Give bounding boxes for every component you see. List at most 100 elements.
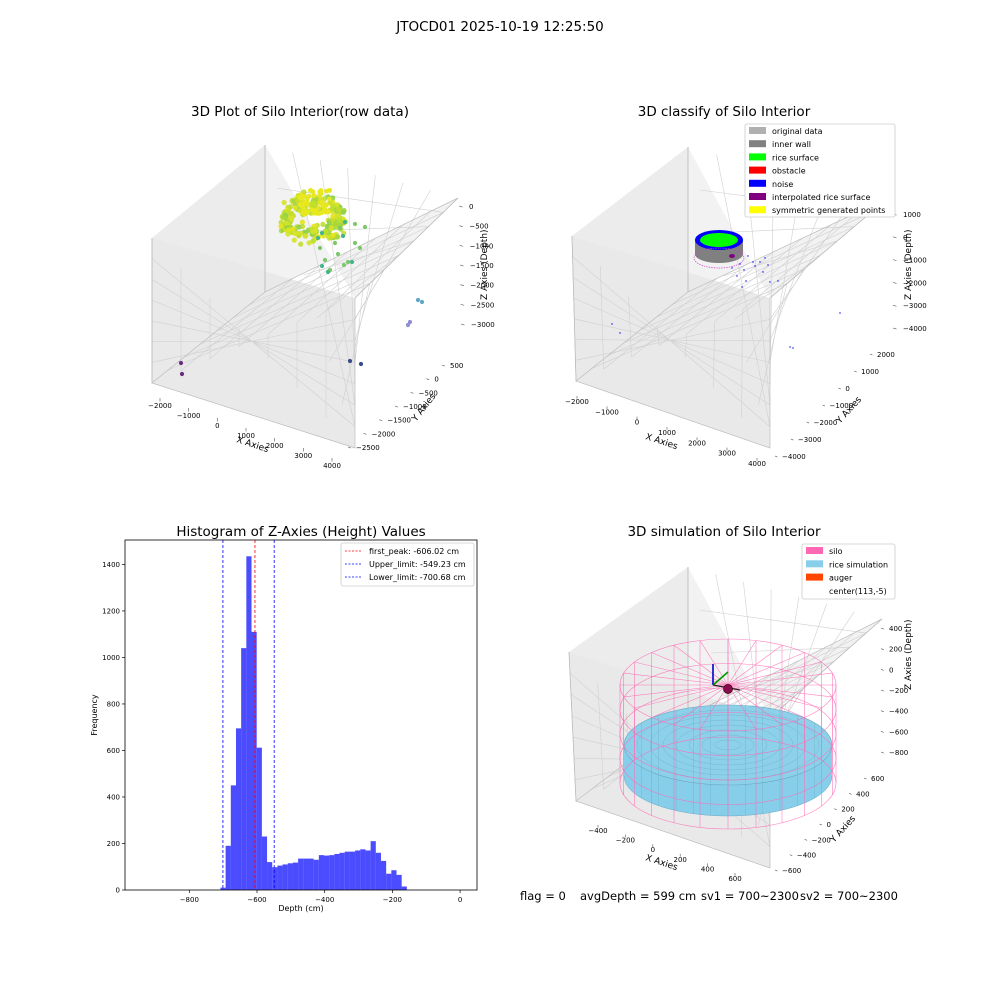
panel-classify-3d: 3D classify of Silo Interior −2000 −1000 0… bbox=[565, 104, 927, 468]
y-axis-label: Frequency bbox=[90, 694, 99, 736]
data-point bbox=[347, 358, 353, 364]
legend-label: obstacle bbox=[772, 167, 806, 176]
data-point bbox=[292, 205, 299, 211]
tick-label: 2000 bbox=[688, 439, 706, 447]
reference-lines bbox=[222, 540, 275, 890]
silo-wireframe bbox=[619, 663, 837, 756]
data-point bbox=[287, 204, 294, 210]
tick-label: 400 bbox=[856, 790, 869, 798]
tick-label: −200 bbox=[889, 687, 908, 695]
silo-simulation bbox=[619, 638, 837, 830]
tick-label: 0 bbox=[434, 376, 438, 384]
gridline bbox=[232, 226, 429, 319]
gridline bbox=[341, 283, 370, 405]
data-point bbox=[331, 232, 337, 238]
tick-label: 0 bbox=[889, 666, 893, 674]
panel-histogram: Histogram of Z-Axies (Height) Values −80… bbox=[90, 524, 478, 913]
data-point bbox=[325, 269, 331, 275]
tick-label: −3000 bbox=[903, 302, 927, 310]
tick-mark bbox=[822, 404, 826, 407]
gridline bbox=[347, 167, 356, 384]
silo-wireframe bbox=[634, 684, 729, 709]
tick-label: 400 bbox=[701, 865, 714, 873]
data-point bbox=[611, 323, 613, 325]
gridline bbox=[742, 211, 860, 311]
histogram-bar bbox=[344, 851, 350, 890]
data-point bbox=[342, 219, 348, 225]
sv2-text: sv2 = 700~2300 bbox=[800, 889, 898, 903]
silo-wireframe bbox=[623, 684, 729, 698]
legend-label: rice simulation bbox=[829, 560, 888, 569]
tick-label: −200 bbox=[616, 837, 635, 845]
x-tick-labels: −400 −200 0 200 400 600 bbox=[588, 825, 742, 883]
data-point bbox=[320, 203, 326, 209]
data-point bbox=[352, 221, 358, 227]
panel-raw-data-3d: 3D Plot of Silo Interior(row data) −2000… bbox=[148, 104, 495, 470]
silo-wireframe bbox=[699, 684, 729, 730]
histogram-bar bbox=[339, 852, 345, 890]
x-tick-labels: −800 −600 −400 −200 0 bbox=[180, 890, 462, 904]
tick-mark bbox=[806, 421, 810, 424]
x-tick-labels: −2000 −1000 0 1000 2000 3000 4000 bbox=[148, 398, 341, 470]
tick-label: 600 bbox=[871, 775, 884, 783]
gridline bbox=[686, 238, 803, 334]
tick-mark bbox=[460, 304, 465, 306]
data-point bbox=[323, 228, 329, 234]
y-axis-label: Y Axies bbox=[834, 395, 864, 427]
tick-label: −2000 bbox=[148, 402, 172, 410]
z-tick-labels: 1000 0 −1000 −2000 −3000 −4000 bbox=[892, 211, 927, 333]
tick-label: 200 bbox=[841, 806, 854, 814]
data-point bbox=[319, 263, 325, 269]
data-point bbox=[298, 230, 304, 236]
legend: silo rice simulation auger center(113,-5) bbox=[801, 543, 896, 600]
tick-mark bbox=[869, 353, 873, 356]
data-point bbox=[179, 371, 185, 377]
gridline bbox=[267, 238, 376, 335]
pane-edge bbox=[354, 197, 459, 299]
legend-swatch bbox=[806, 547, 823, 554]
data-point bbox=[308, 188, 313, 193]
data-point bbox=[357, 245, 363, 251]
gridline bbox=[354, 175, 376, 363]
data-point bbox=[311, 193, 317, 199]
legend-label: Lower_limit: -700.68 cm bbox=[369, 573, 466, 582]
histogram-bar bbox=[235, 728, 242, 890]
tick-label: 2000 bbox=[266, 442, 284, 450]
tick-label: −800 bbox=[180, 896, 199, 904]
tick-mark bbox=[804, 839, 808, 841]
z-tick-labels: 0 −500 −1000 −1500 −2000 −2500 −3000 bbox=[458, 203, 495, 329]
tick-label: 400 bbox=[107, 793, 120, 801]
legend: original data inner wall rice surface obsta… bbox=[744, 123, 896, 218]
tick-label: −2000 bbox=[814, 419, 838, 427]
tick-label: 200 bbox=[674, 856, 687, 864]
flag-text: flag = 0 bbox=[520, 889, 566, 903]
gridline bbox=[151, 340, 356, 342]
z-axis-label: Z Axies (Depth) bbox=[904, 619, 914, 690]
data-point bbox=[310, 238, 316, 244]
histogram-bar bbox=[220, 887, 226, 890]
histogram-bar bbox=[272, 867, 278, 890]
x-tick-labels: −2000 −1000 0 1000 2000 3000 4000 bbox=[565, 396, 766, 468]
legend-label: rice surface bbox=[772, 153, 819, 162]
tick-label: −1000 bbox=[470, 242, 494, 250]
tick-label: −1500 bbox=[387, 417, 411, 425]
tick-label: −2500 bbox=[356, 444, 380, 452]
legend-label: interpolated rice surface bbox=[772, 193, 870, 202]
histogram-bar bbox=[256, 747, 262, 890]
tick-label: 4000 bbox=[748, 460, 766, 468]
y-tick-labels: 500 0 −500 −1000 −1500 −2000 −2500 bbox=[347, 362, 463, 452]
x-axis-label: Depth (cm) bbox=[278, 904, 323, 913]
gridline bbox=[639, 240, 838, 331]
data-point bbox=[741, 286, 743, 288]
tick-label: 0 bbox=[845, 385, 849, 393]
tick-mark bbox=[441, 364, 445, 367]
tick-mark bbox=[790, 438, 794, 441]
histogram-bar bbox=[401, 886, 407, 890]
histogram-bar bbox=[251, 631, 257, 890]
tick-mark bbox=[838, 387, 841, 390]
tick-mark bbox=[774, 869, 778, 872]
gridline bbox=[714, 224, 832, 322]
data-point bbox=[762, 271, 764, 273]
tick-label: 600 bbox=[728, 875, 741, 883]
